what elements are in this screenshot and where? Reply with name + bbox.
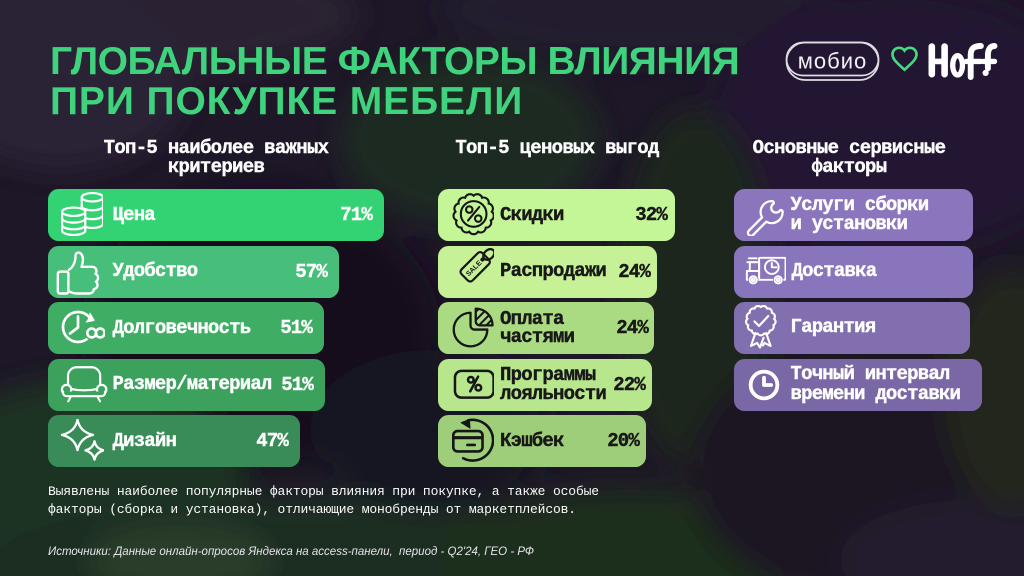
svg-text:SALE: SALE	[464, 258, 483, 277]
svg-text:мобио: мобио	[798, 49, 868, 74]
